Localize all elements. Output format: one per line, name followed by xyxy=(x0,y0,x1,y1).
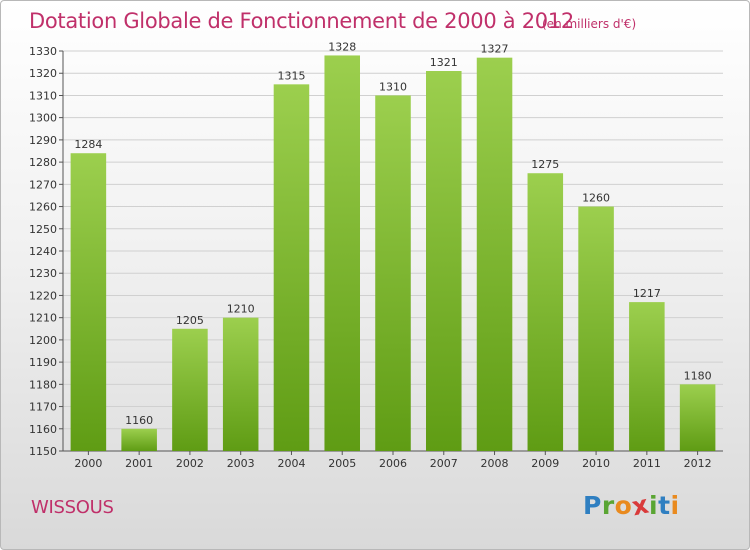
data-label: 1210 xyxy=(227,303,255,316)
y-tick-label: 1300 xyxy=(29,112,57,125)
bar-2011 xyxy=(629,302,665,451)
bar-2000 xyxy=(70,153,107,451)
y-tick-label: 1320 xyxy=(29,67,57,80)
x-tick-label: 2009 xyxy=(531,457,559,470)
data-label: 1275 xyxy=(531,158,559,171)
x-tick-label: 2012 xyxy=(684,457,712,470)
x-tick-label: 2007 xyxy=(430,457,458,470)
data-label: 1260 xyxy=(582,192,610,205)
proxiti-logo: Proxiti xyxy=(583,490,680,525)
x-tick-label: 2000 xyxy=(74,457,102,470)
x-tick-label: 2011 xyxy=(633,457,661,470)
y-tick-label: 1290 xyxy=(29,134,57,147)
y-axis-ticks: 1150 1160 1170 1180 1190 1200 1210 1220 1230 1240… xyxy=(29,45,63,458)
y-tick-label: 1240 xyxy=(29,245,57,258)
data-label: 1327 xyxy=(481,43,509,56)
y-tick-label: 1250 xyxy=(29,223,57,236)
logo-letter: i xyxy=(649,491,659,520)
logo-letter: P xyxy=(583,491,602,520)
bar-2001 xyxy=(121,428,157,451)
x-tick-label: 2003 xyxy=(227,457,255,470)
data-label: 1315 xyxy=(277,69,305,82)
x-tick-label: 2008 xyxy=(481,457,509,470)
data-label: 1328 xyxy=(328,40,356,53)
y-tick-label: 1180 xyxy=(29,378,57,391)
data-label: 1180 xyxy=(684,369,712,382)
chart-unit-note: (en milliers d'€) xyxy=(542,17,637,31)
y-tick-label: 1280 xyxy=(29,156,57,169)
logo-letter: t xyxy=(658,491,671,520)
x-tick-label: 2005 xyxy=(328,457,356,470)
logo-letter: i xyxy=(670,491,680,520)
y-tick-label: 1330 xyxy=(29,45,57,58)
x-tick-label: 2006 xyxy=(379,457,407,470)
x-tick-label: 2004 xyxy=(277,457,305,470)
y-tick-label: 1190 xyxy=(29,356,57,369)
y-tick-label: 1220 xyxy=(29,289,57,302)
y-tick-label: 1200 xyxy=(29,334,57,347)
logo-letter: o xyxy=(614,491,633,520)
x-tick-label: 2010 xyxy=(582,457,610,470)
x-tick-label: 2002 xyxy=(176,457,204,470)
data-label: 1321 xyxy=(430,56,458,69)
y-tick-label: 1230 xyxy=(29,267,57,280)
bar-2007 xyxy=(426,71,462,451)
bar-2005 xyxy=(324,55,360,451)
logo-letter: r xyxy=(601,491,615,520)
x-tick-label: 2001 xyxy=(125,457,153,470)
y-tick-label: 1310 xyxy=(29,89,57,102)
y-tick-label: 1160 xyxy=(29,423,57,436)
data-label: 1205 xyxy=(176,314,204,327)
y-tick-label: 1270 xyxy=(29,178,57,191)
bars xyxy=(70,55,716,452)
y-tick-label: 1170 xyxy=(29,401,57,414)
y-tick-label: 1260 xyxy=(29,201,57,214)
data-label: 1217 xyxy=(633,287,661,300)
bar-2008 xyxy=(476,57,513,452)
bar-2004 xyxy=(273,84,310,451)
data-labels: 1284 1160 1205 1210 1315 1328 1310 1321 1327 1275… xyxy=(74,40,711,426)
data-label: 1310 xyxy=(379,80,407,93)
data-label: 1160 xyxy=(125,414,153,427)
bar-2006 xyxy=(375,95,411,451)
commune-name: WISSOUS xyxy=(31,497,114,518)
bar-2002 xyxy=(172,328,208,451)
bar-2010 xyxy=(578,206,614,451)
bar-2012 xyxy=(679,384,716,451)
y-tick-label: 1210 xyxy=(29,312,57,325)
bar-2009 xyxy=(527,173,564,451)
data-label: 1284 xyxy=(74,138,102,151)
y-tick-label: 1150 xyxy=(29,445,57,458)
x-axis-ticks: 2000 2001 2002 2003 2004 2005 2006 2007 2008 2009… xyxy=(74,451,712,470)
chart-title: Dotation Globale de Fonctionnement de 20… xyxy=(29,9,574,33)
bar-2003 xyxy=(222,317,259,451)
